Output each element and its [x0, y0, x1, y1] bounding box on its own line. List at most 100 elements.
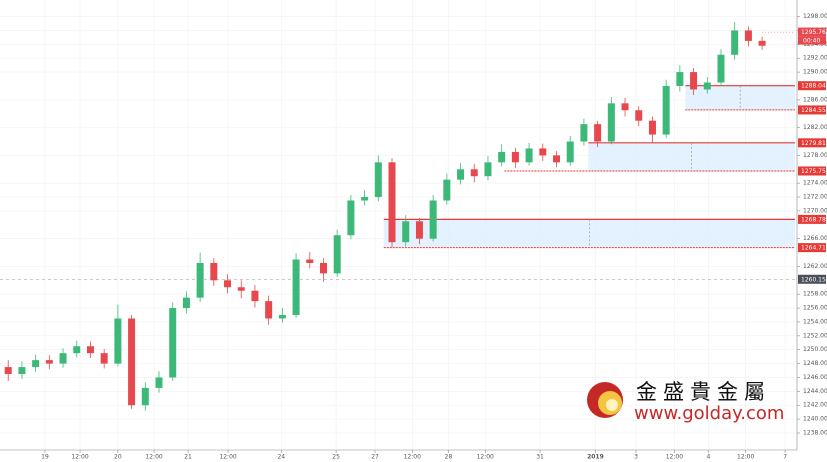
y-tick-label: 1274.00: [803, 180, 827, 187]
candle-body: [224, 280, 232, 288]
x-tick-label: 7: [783, 454, 787, 461]
y-tick-label: 1254.00: [803, 318, 827, 325]
axes: 1238.00 1240.00 1242.00 1244.00 1246.00 1248.…: [41, 13, 827, 460]
x-tick-label: 12:00: [71, 454, 88, 461]
candle-body: [580, 124, 588, 142]
x-tick-label: 12:00: [145, 454, 162, 461]
candle-body: [333, 235, 341, 274]
candle-body: [539, 148, 547, 156]
candle-body: [32, 360, 40, 368]
candle-body: [484, 162, 492, 177]
y-tick-label: 1256.00: [803, 305, 827, 312]
level-label: 1260.15: [801, 276, 826, 283]
candle-body: [374, 162, 382, 198]
last-price-label-badge: [798, 27, 826, 37]
candles: [4, 22, 766, 411]
candle-body: [45, 360, 53, 364]
candle-body: [648, 120, 656, 135]
x-tick-label: 12:00: [404, 454, 421, 461]
x-tick-label: 19: [41, 454, 49, 461]
candle-body: [18, 367, 26, 375]
candle-body: [594, 124, 602, 142]
candle-body: [662, 85, 670, 135]
candle-body: [114, 318, 122, 364]
y-tick-label: 1286.00: [803, 96, 827, 103]
candle-body: [744, 30, 752, 41]
candle-body: [155, 377, 163, 388]
candle-body: [196, 262, 204, 298]
x-tick-label: 25: [332, 454, 340, 461]
y-tick-label: 1262.00: [803, 263, 827, 270]
candle-body: [621, 103, 629, 111]
candle-body: [498, 151, 506, 163]
watermark: 金盛貴金屬 www.golday.com: [587, 380, 784, 424]
candle-body: [347, 200, 355, 236]
brand-url: www.golday.com: [634, 403, 784, 424]
candle-body: [525, 148, 533, 163]
level-label-badge: [798, 274, 826, 284]
candle-body: [553, 155, 560, 163]
candle-body: [402, 221, 410, 243]
x-tick-label: 28: [445, 454, 453, 461]
y-tick-label: 1278.00: [803, 152, 827, 159]
y-tick-label: 1282.00: [803, 124, 827, 131]
candle-body: [319, 262, 327, 274]
candle-body: [443, 179, 451, 201]
candle-body: [470, 169, 478, 177]
zone-top-label: 1268.78: [801, 216, 826, 223]
logo: [606, 399, 618, 411]
y-tick-label: 1258.00: [803, 291, 827, 298]
candle-body: [292, 259, 300, 316]
candle-body: [306, 259, 314, 263]
candle-body: [265, 301, 273, 319]
candle-body: [457, 169, 465, 180]
y-tick-label: 1238.00: [803, 429, 827, 436]
countdown: 00:40: [803, 37, 820, 44]
zone-bottom-label: 1284.55: [801, 107, 826, 114]
candle-body: [607, 103, 615, 142]
candle-body: [278, 315, 286, 319]
y-tick-label: 1298.00: [803, 13, 827, 20]
zone-top-label: 1288.04: [801, 83, 826, 90]
candle-body: [73, 346, 81, 354]
x-tick-label: 12:00: [477, 454, 494, 461]
candle-body: [100, 353, 108, 364]
zones: [0, 85, 795, 280]
candle-body: [4, 367, 12, 375]
y-tick-label: 1248.00: [803, 360, 827, 367]
zone-top-label-badge: [798, 138, 826, 148]
candle-body: [690, 72, 698, 90]
candle-body: [731, 30, 739, 55]
candle-body: [86, 346, 94, 354]
candle-body: [717, 54, 725, 83]
y-tick-label: 1246.00: [803, 374, 827, 381]
zone-bottom-label-badge: [798, 243, 826, 253]
y-tick-label: 1266.00: [803, 235, 827, 242]
x-tick-label: 21: [184, 454, 192, 461]
y-tick-label: 1240.00: [803, 416, 827, 423]
y-tick-label: 1252.00: [803, 332, 827, 339]
candle-body: [128, 318, 136, 406]
candle-body: [415, 221, 423, 239]
candle-body: [703, 82, 711, 90]
x-tick-label: 2019: [587, 454, 604, 461]
zone-top-label: 1279.81: [801, 140, 826, 147]
x-tick-label: 24: [277, 454, 285, 461]
brand-name: 金盛貴金屬: [636, 380, 771, 404]
candle-body: [59, 353, 67, 364]
zone-bottom-label: 1275.75: [801, 168, 826, 175]
candle-body: [635, 110, 643, 121]
zone-bottom-label: 1264.71: [801, 245, 826, 252]
y-tick-label: 1250.00: [803, 346, 827, 353]
candle-body: [429, 200, 437, 239]
candle-body: [676, 72, 684, 86]
candle-body: [251, 290, 259, 302]
zone-bottom-label-badge: [798, 166, 826, 176]
candle-body: [182, 297, 190, 309]
x-tick-label: 4: [706, 454, 710, 461]
last-price-label: 1295.76: [801, 29, 826, 36]
x-tick-label: 12:00: [666, 454, 683, 461]
countdown-badge: [798, 36, 826, 45]
candle-body: [361, 197, 369, 201]
y-tick-label: 1290.00: [803, 69, 827, 76]
